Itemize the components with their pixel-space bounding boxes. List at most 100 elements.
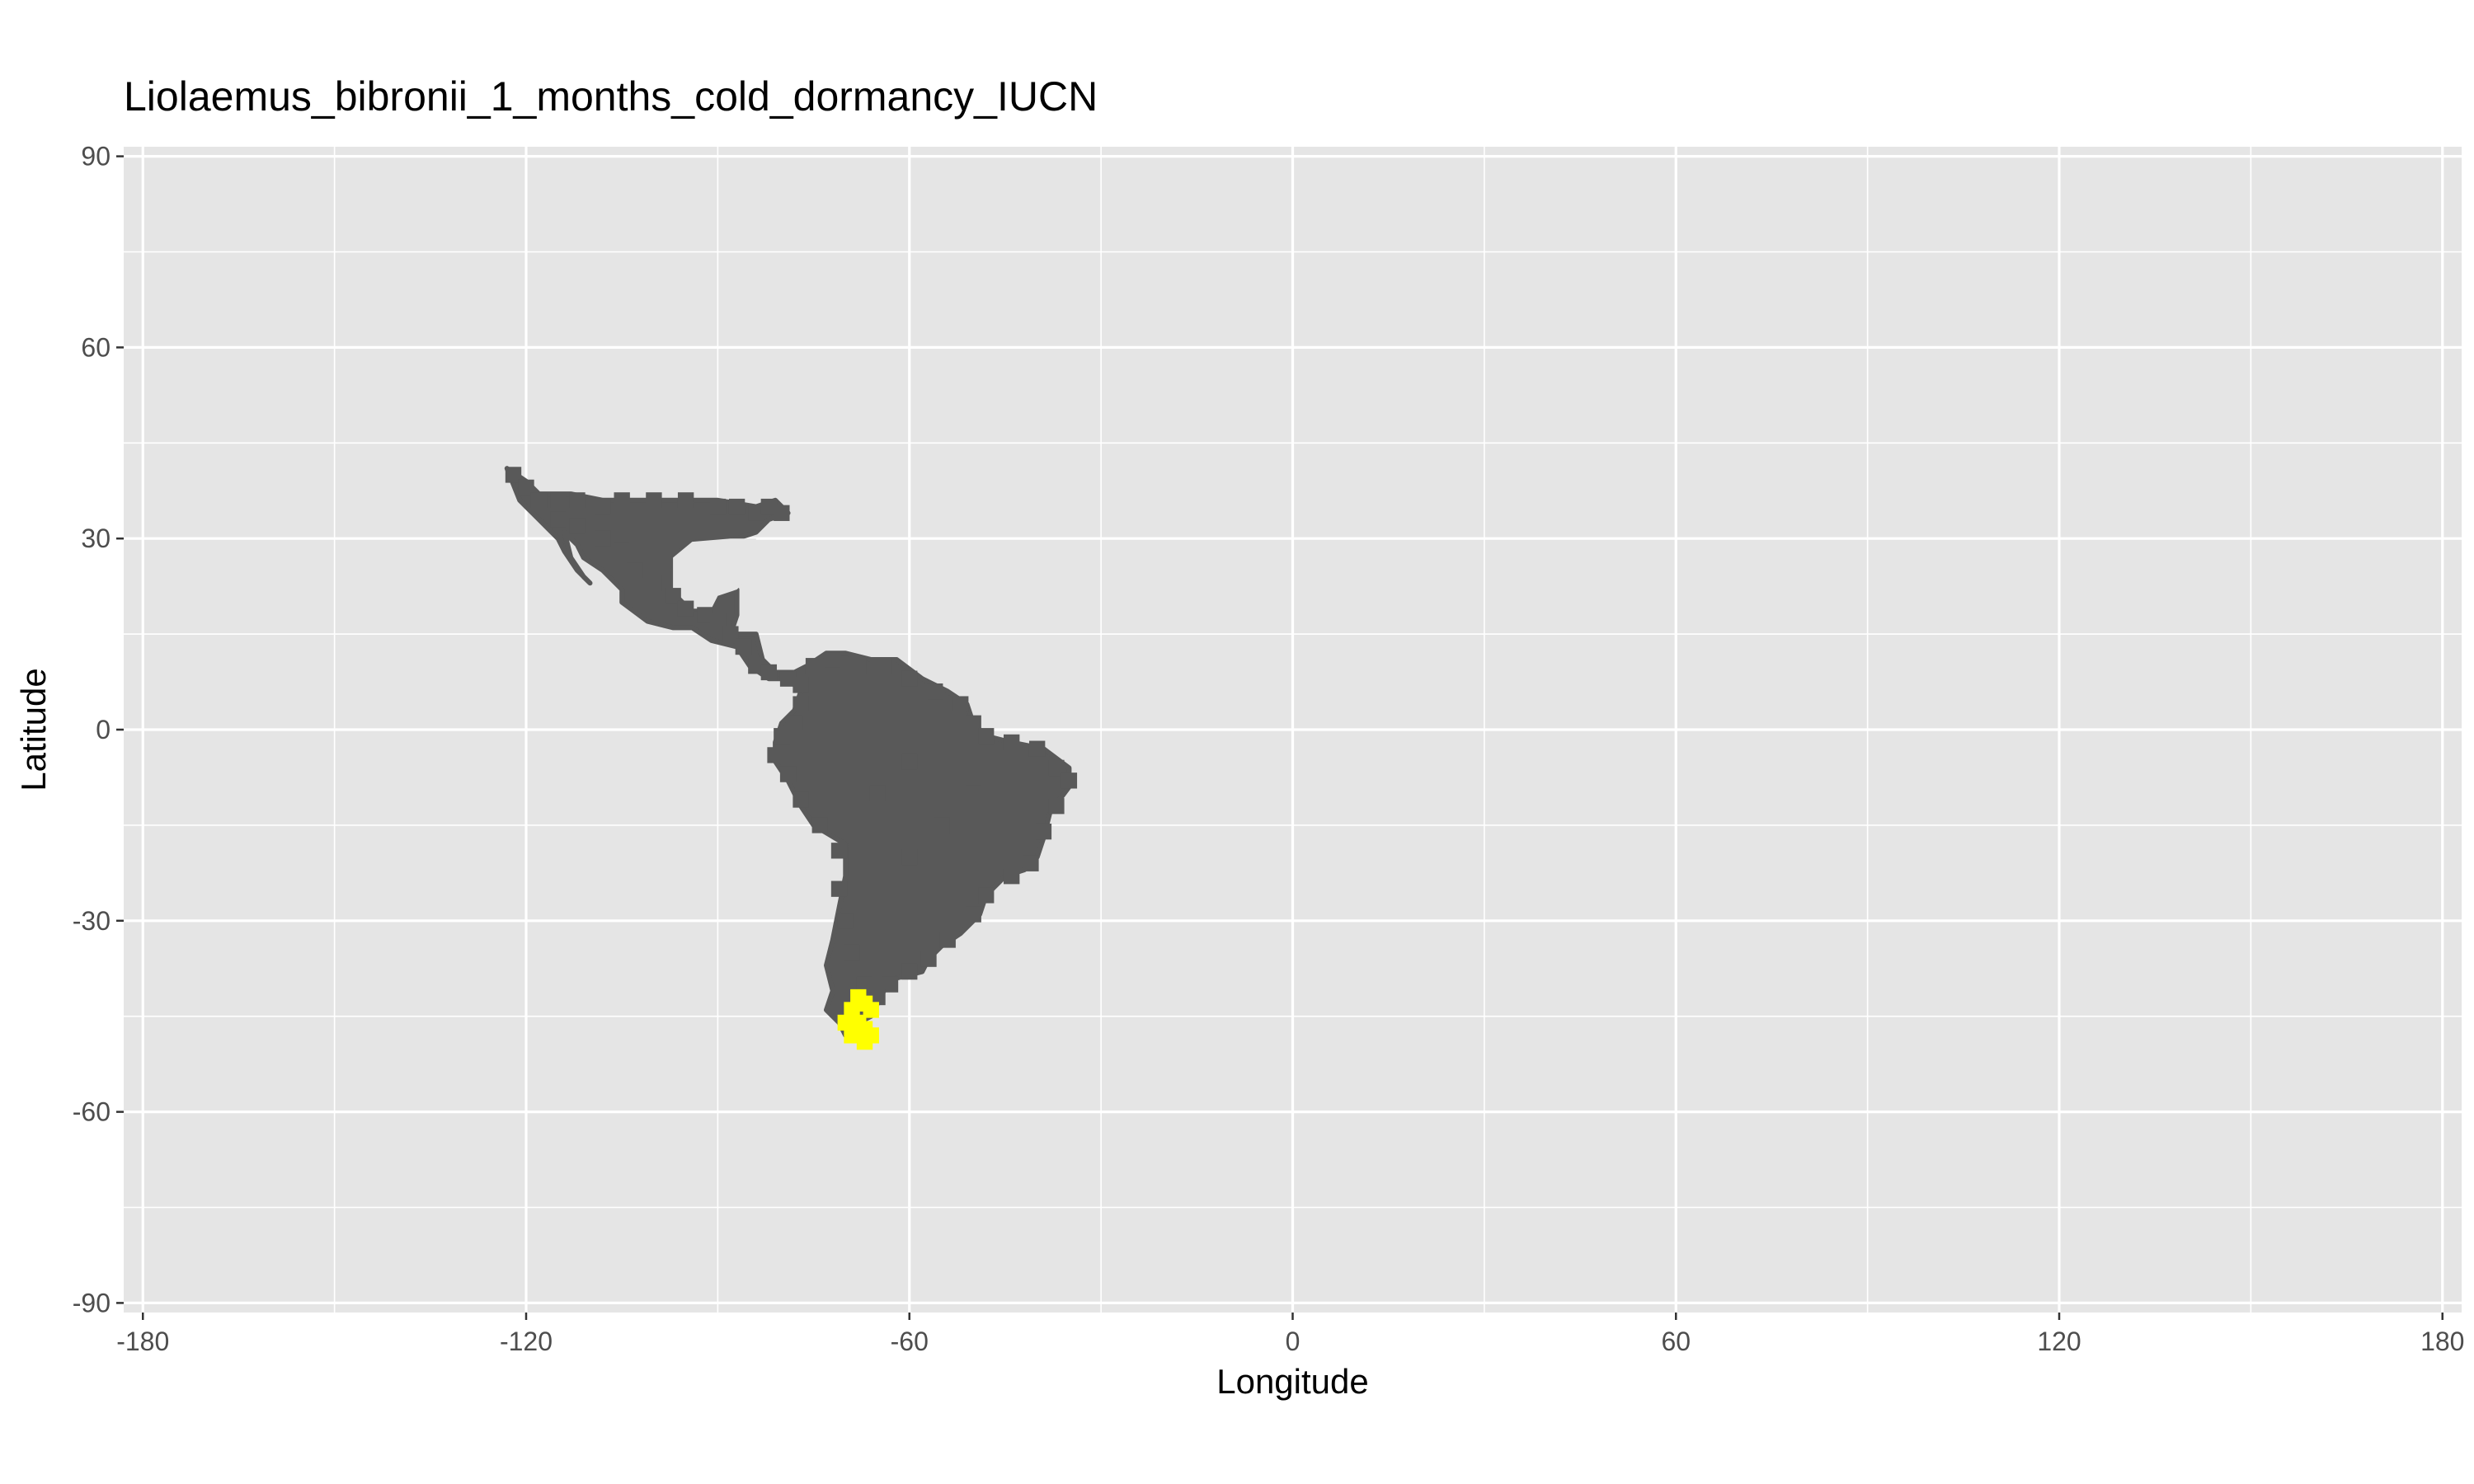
- land-cell: [978, 887, 995, 904]
- land-cell: [626, 562, 643, 579]
- land-cell: [697, 607, 713, 623]
- land-cell: [1048, 759, 1065, 777]
- land-cell: [837, 913, 854, 929]
- land-cell: [779, 766, 797, 782]
- gulf-water: [673, 538, 756, 609]
- land-cell: [550, 511, 567, 528]
- land-cell: [595, 530, 611, 547]
- y-tick-label: 0: [96, 715, 111, 744]
- land-cell: [1028, 740, 1046, 757]
- x-tick-label: -120: [500, 1327, 553, 1356]
- land-cell: [830, 881, 848, 897]
- y-tick-label: 60: [81, 332, 111, 362]
- x-tick-label: -60: [891, 1327, 929, 1356]
- land-cell: [774, 728, 790, 744]
- land-cell: [844, 944, 860, 961]
- land-cell: [505, 467, 522, 483]
- land-cell: [830, 843, 848, 859]
- land-cell: [920, 951, 937, 967]
- grid-cells-layer: [505, 467, 1078, 1050]
- land-cell: [748, 505, 764, 521]
- land-layer: [504, 466, 1072, 1038]
- land-cell: [850, 658, 867, 674]
- land-cell: [1003, 734, 1020, 751]
- land-cell: [882, 976, 899, 993]
- land-cell: [569, 492, 586, 509]
- land-cell: [1003, 868, 1020, 885]
- y-tick-label: 90: [81, 142, 111, 171]
- land-cell: [952, 696, 969, 712]
- x-tick-label: 120: [2037, 1327, 2081, 1356]
- land-cell: [767, 747, 783, 763]
- x-tick-label: 0: [1286, 1327, 1300, 1356]
- land-cell: [901, 963, 918, 980]
- land-cell: [665, 588, 681, 604]
- land-cell: [550, 492, 567, 509]
- land-cell: [518, 479, 534, 496]
- land-cell: [1048, 798, 1065, 815]
- land-cell: [774, 505, 790, 521]
- land-cell: [709, 498, 727, 515]
- land-cell: [569, 518, 586, 534]
- land-cell: [793, 677, 809, 693]
- y-tick-label: -90: [73, 1288, 111, 1317]
- land-cell: [760, 664, 778, 681]
- land-cell: [965, 906, 981, 923]
- land-cell: [530, 492, 548, 509]
- land-cell: [793, 791, 809, 808]
- land-cell: [876, 658, 892, 674]
- land-cell: [933, 817, 950, 834]
- land-cell: [786, 715, 803, 731]
- land-cell: [760, 498, 778, 515]
- land-cell: [901, 670, 918, 687]
- x-axis-title: Longitude: [1216, 1362, 1369, 1401]
- x-tick-label: 60: [1661, 1327, 1691, 1356]
- land-cell: [965, 785, 981, 801]
- x-axis: -180 -120 -60 0 60 120 180: [116, 1313, 2464, 1356]
- land-cell: [709, 613, 727, 630]
- land-cell: [1035, 823, 1052, 840]
- land-cell: [901, 848, 918, 866]
- land-cell: [856, 976, 873, 993]
- range-cell: [856, 1033, 873, 1050]
- land-cell: [748, 658, 764, 674]
- grid-major: [124, 147, 2462, 1313]
- land-cell: [927, 683, 943, 700]
- range-cell: [844, 1027, 860, 1044]
- land-cell: [939, 932, 956, 948]
- land-cell: [793, 696, 809, 712]
- range-cell: [844, 1002, 860, 1018]
- y-tick-label: 30: [81, 524, 111, 553]
- land-cell: [965, 715, 981, 731]
- y-tick-label: -60: [73, 1097, 111, 1127]
- land-cell: [1061, 773, 1078, 789]
- land-cell: [722, 626, 739, 642]
- land-cell: [825, 651, 841, 668]
- land-cell: [614, 542, 630, 560]
- land-cell: [735, 638, 752, 655]
- land-cell: [811, 817, 828, 834]
- land-cell: [869, 785, 886, 801]
- land-cell: [614, 492, 630, 509]
- land-cell: [901, 753, 918, 770]
- land-cell: [978, 728, 995, 744]
- x-tick-label: -180: [116, 1327, 169, 1356]
- y-axis-title: Latitude: [14, 668, 53, 791]
- land-cell: [646, 492, 662, 509]
- land-cell: [869, 989, 886, 1006]
- land-cell: [646, 575, 662, 591]
- land-cell: [805, 658, 822, 674]
- x-tick-label: 180: [2420, 1327, 2464, 1356]
- land-cell: [728, 498, 745, 515]
- chart-title: Liolaemus_bibronii_1_months_cold_dormanc…: [124, 73, 1098, 120]
- range-cell: [863, 1002, 879, 1018]
- land-cell: [779, 670, 797, 687]
- y-tick-label: -30: [73, 906, 111, 936]
- range-cell: [837, 1014, 854, 1031]
- land-cell: [677, 492, 694, 509]
- land-cell: [677, 600, 694, 617]
- y-axis: 90 60 30 0 -30 -60 -90: [73, 142, 124, 1317]
- land-cell: [595, 498, 611, 515]
- land-cell: [1023, 855, 1039, 871]
